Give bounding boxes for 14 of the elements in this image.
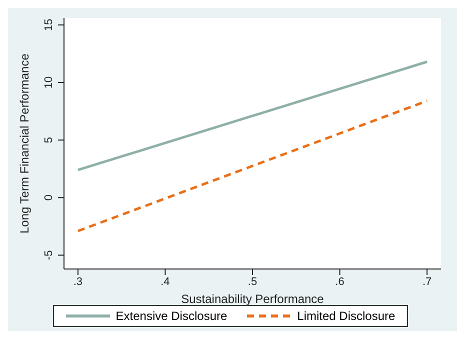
x-tick-label: .7 <box>422 276 432 288</box>
legend-label: Limited Disclosure <box>297 309 396 323</box>
y-tick-label: 10 <box>43 76 55 89</box>
y-tick-label: -5 <box>43 250 55 260</box>
x-tick-label: .5 <box>248 276 258 288</box>
x-axis-title: Sustainability Performance <box>181 292 324 306</box>
y-tick-label: 5 <box>43 136 55 144</box>
y-tick-label: 15 <box>43 18 55 32</box>
x-tick-label: .6 <box>335 276 344 288</box>
x-tick-label: .3 <box>73 276 83 288</box>
legend-label: Extensive Disclosure <box>116 309 228 323</box>
y-axis-title: Long Term Financial Performance <box>17 53 32 234</box>
y-tick-label: 0 <box>43 194 55 201</box>
x-tick-label: .4 <box>160 276 170 288</box>
